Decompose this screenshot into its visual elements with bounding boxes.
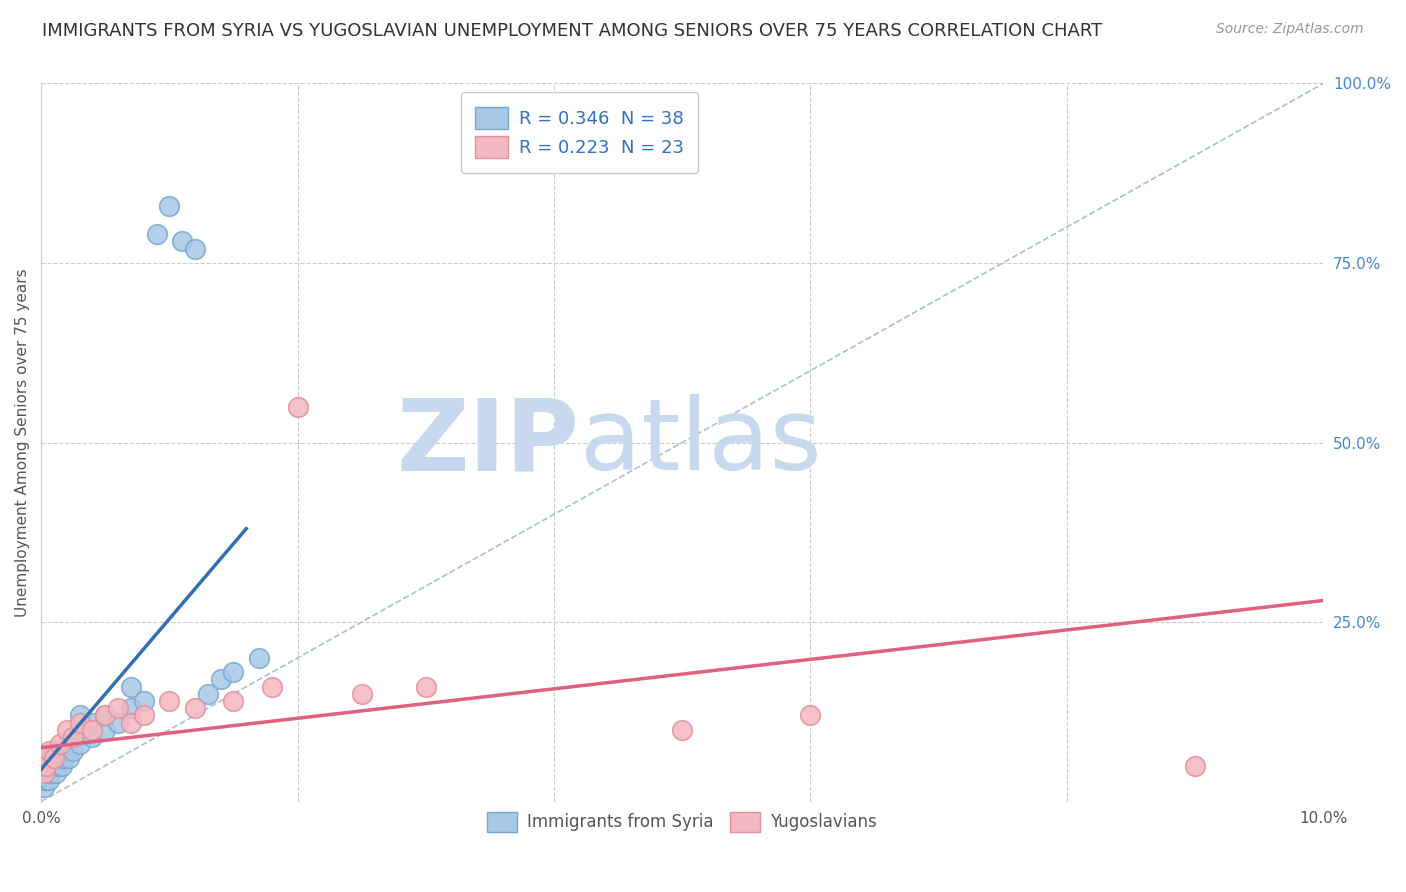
- Point: [287, 400, 309, 414]
- Point: [49, 737, 72, 751]
- Point: [184, 242, 207, 256]
- Point: [82, 723, 104, 737]
- Point: [222, 665, 245, 680]
- Point: [69, 723, 91, 737]
- Point: [209, 673, 232, 687]
- Point: [799, 708, 821, 723]
- Point: [35, 758, 58, 772]
- Point: [350, 687, 373, 701]
- Point: [34, 772, 56, 787]
- Point: [157, 694, 180, 708]
- Point: [38, 744, 60, 758]
- Text: atlas: atlas: [579, 394, 821, 491]
- Y-axis label: Unemployment Among Seniors over 75 years: Unemployment Among Seniors over 75 years: [15, 268, 30, 617]
- Point: [45, 765, 67, 780]
- Point: [58, 751, 80, 765]
- Point: [48, 751, 70, 765]
- Point: [82, 715, 104, 730]
- Point: [51, 758, 73, 772]
- Point: [120, 680, 142, 694]
- Point: [46, 758, 69, 772]
- Point: [69, 715, 91, 730]
- Point: [184, 701, 207, 715]
- Point: [260, 680, 283, 694]
- Point: [42, 751, 65, 765]
- Legend: Immigrants from Syria, Yugoslavians: Immigrants from Syria, Yugoslavians: [475, 800, 889, 844]
- Point: [94, 708, 117, 723]
- Point: [120, 715, 142, 730]
- Point: [82, 730, 104, 744]
- Point: [35, 765, 58, 780]
- Point: [145, 227, 167, 242]
- Point: [94, 708, 117, 723]
- Point: [39, 765, 62, 780]
- Point: [415, 680, 437, 694]
- Point: [120, 701, 142, 715]
- Point: [94, 723, 117, 737]
- Point: [62, 730, 84, 744]
- Point: [41, 751, 63, 765]
- Point: [55, 723, 77, 737]
- Point: [69, 737, 91, 751]
- Point: [247, 651, 270, 665]
- Point: [37, 758, 59, 772]
- Point: [197, 687, 219, 701]
- Point: [107, 701, 129, 715]
- Point: [671, 723, 693, 737]
- Point: [42, 744, 65, 758]
- Text: ZIP: ZIP: [396, 394, 579, 491]
- Point: [52, 751, 75, 765]
- Point: [222, 694, 245, 708]
- Point: [1184, 758, 1206, 772]
- Point: [157, 198, 180, 212]
- Point: [42, 758, 65, 772]
- Point: [132, 708, 155, 723]
- Point: [55, 737, 77, 751]
- Point: [107, 715, 129, 730]
- Point: [132, 694, 155, 708]
- Text: IMMIGRANTS FROM SYRIA VS YUGOSLAVIAN UNEMPLOYMENT AMONG SENIORS OVER 75 YEARS CO: IMMIGRANTS FROM SYRIA VS YUGOSLAVIAN UNE…: [42, 22, 1102, 40]
- Point: [32, 765, 55, 780]
- Point: [69, 708, 91, 723]
- Point: [62, 744, 84, 758]
- Point: [49, 744, 72, 758]
- Point: [55, 744, 77, 758]
- Text: Source: ZipAtlas.com: Source: ZipAtlas.com: [1216, 22, 1364, 37]
- Point: [38, 772, 60, 787]
- Point: [32, 780, 55, 795]
- Point: [172, 235, 194, 249]
